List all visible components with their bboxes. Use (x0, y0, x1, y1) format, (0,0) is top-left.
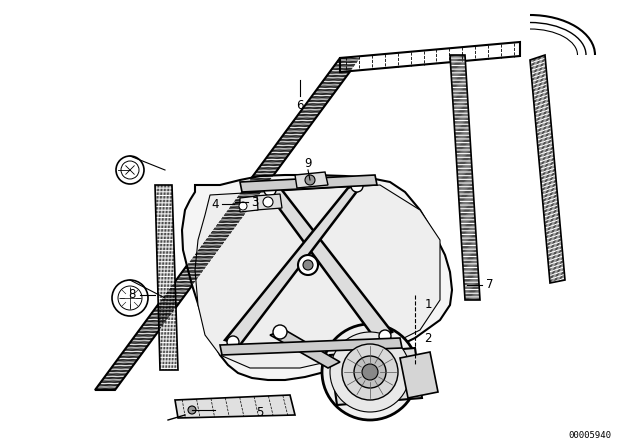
Circle shape (227, 336, 239, 348)
Circle shape (305, 175, 315, 185)
Circle shape (351, 180, 363, 192)
Text: 5: 5 (256, 405, 264, 418)
Circle shape (273, 325, 287, 339)
Circle shape (379, 330, 391, 342)
Circle shape (303, 260, 313, 270)
Polygon shape (195, 185, 440, 368)
Polygon shape (255, 194, 282, 210)
Text: 4: 4 (211, 198, 219, 211)
Text: 8: 8 (128, 289, 136, 302)
Text: 6: 6 (296, 99, 304, 112)
Polygon shape (340, 42, 520, 72)
Circle shape (121, 161, 139, 179)
Polygon shape (530, 55, 565, 283)
Circle shape (188, 406, 196, 414)
Circle shape (322, 324, 418, 420)
Text: 1: 1 (424, 298, 432, 311)
Text: 9: 9 (304, 156, 312, 169)
Circle shape (342, 344, 398, 400)
Polygon shape (330, 348, 422, 405)
Circle shape (112, 280, 148, 316)
Text: 2: 2 (424, 332, 432, 345)
Circle shape (362, 364, 378, 380)
Polygon shape (262, 185, 392, 340)
Circle shape (354, 356, 386, 388)
Polygon shape (240, 196, 258, 212)
Circle shape (264, 184, 276, 196)
Circle shape (263, 197, 273, 207)
Polygon shape (220, 338, 402, 355)
Circle shape (118, 286, 142, 310)
Polygon shape (295, 172, 328, 188)
Polygon shape (182, 175, 452, 380)
Polygon shape (225, 182, 364, 345)
Text: 00005940: 00005940 (568, 431, 611, 439)
Polygon shape (175, 395, 295, 418)
Text: 3: 3 (252, 195, 259, 208)
Circle shape (298, 255, 318, 275)
Polygon shape (95, 58, 360, 390)
Polygon shape (270, 330, 340, 368)
Circle shape (239, 202, 247, 210)
Circle shape (116, 156, 144, 184)
Polygon shape (450, 55, 480, 300)
Polygon shape (240, 175, 377, 192)
Polygon shape (155, 185, 178, 370)
Circle shape (330, 332, 410, 412)
Text: 7: 7 (486, 279, 493, 292)
Polygon shape (400, 352, 438, 398)
